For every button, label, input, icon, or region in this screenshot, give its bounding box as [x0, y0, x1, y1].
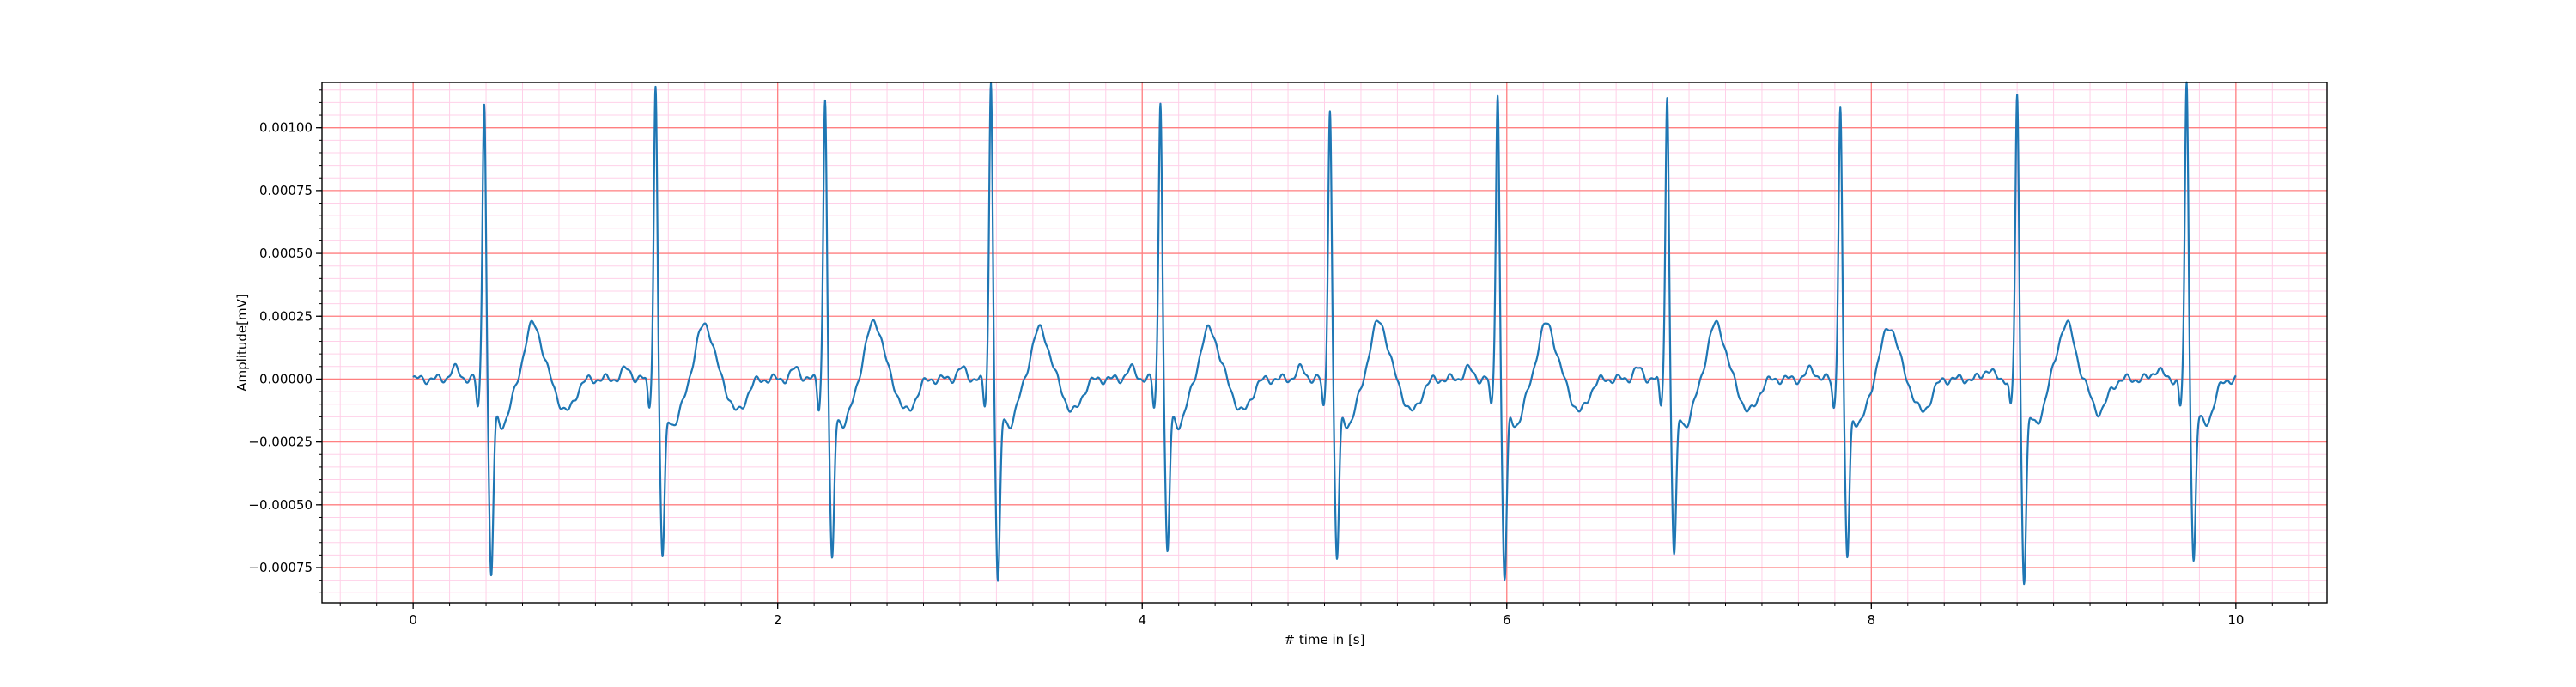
y-tick-label: 0.00000: [259, 371, 313, 386]
y-tick-label: 0.00025: [259, 308, 313, 324]
x-tick-label: 10: [2227, 612, 2244, 628]
x-tick-label: 2: [774, 612, 782, 628]
x-axis-ticks: 0 2 4 6 8 10: [339, 603, 2310, 628]
y-tick-label: −0.00050: [248, 497, 313, 513]
ecg-signal-line: [412, 81, 2237, 586]
x-tick-label: 8: [1868, 612, 1876, 628]
y-tick-label: 0.00075: [259, 183, 313, 198]
x-tick-label: 0: [409, 612, 417, 628]
x-tick-label: 4: [1138, 612, 1146, 628]
x-tick-label: 6: [1503, 612, 1511, 628]
x-axis-label: # time in [s]: [1285, 632, 1365, 647]
y-axis-ticks: −0.00075 −0.00050 −0.00025 0.00000 0.00025 0.…: [248, 89, 322, 593]
y-axis-label: Amplitude[mV]: [234, 294, 250, 391]
y-tick-label: 0.00050: [259, 246, 313, 261]
y-tick-label: 0.00100: [259, 120, 313, 136]
y-tick-label: −0.00025: [248, 435, 313, 450]
y-tick-label: −0.00075: [248, 560, 313, 575]
